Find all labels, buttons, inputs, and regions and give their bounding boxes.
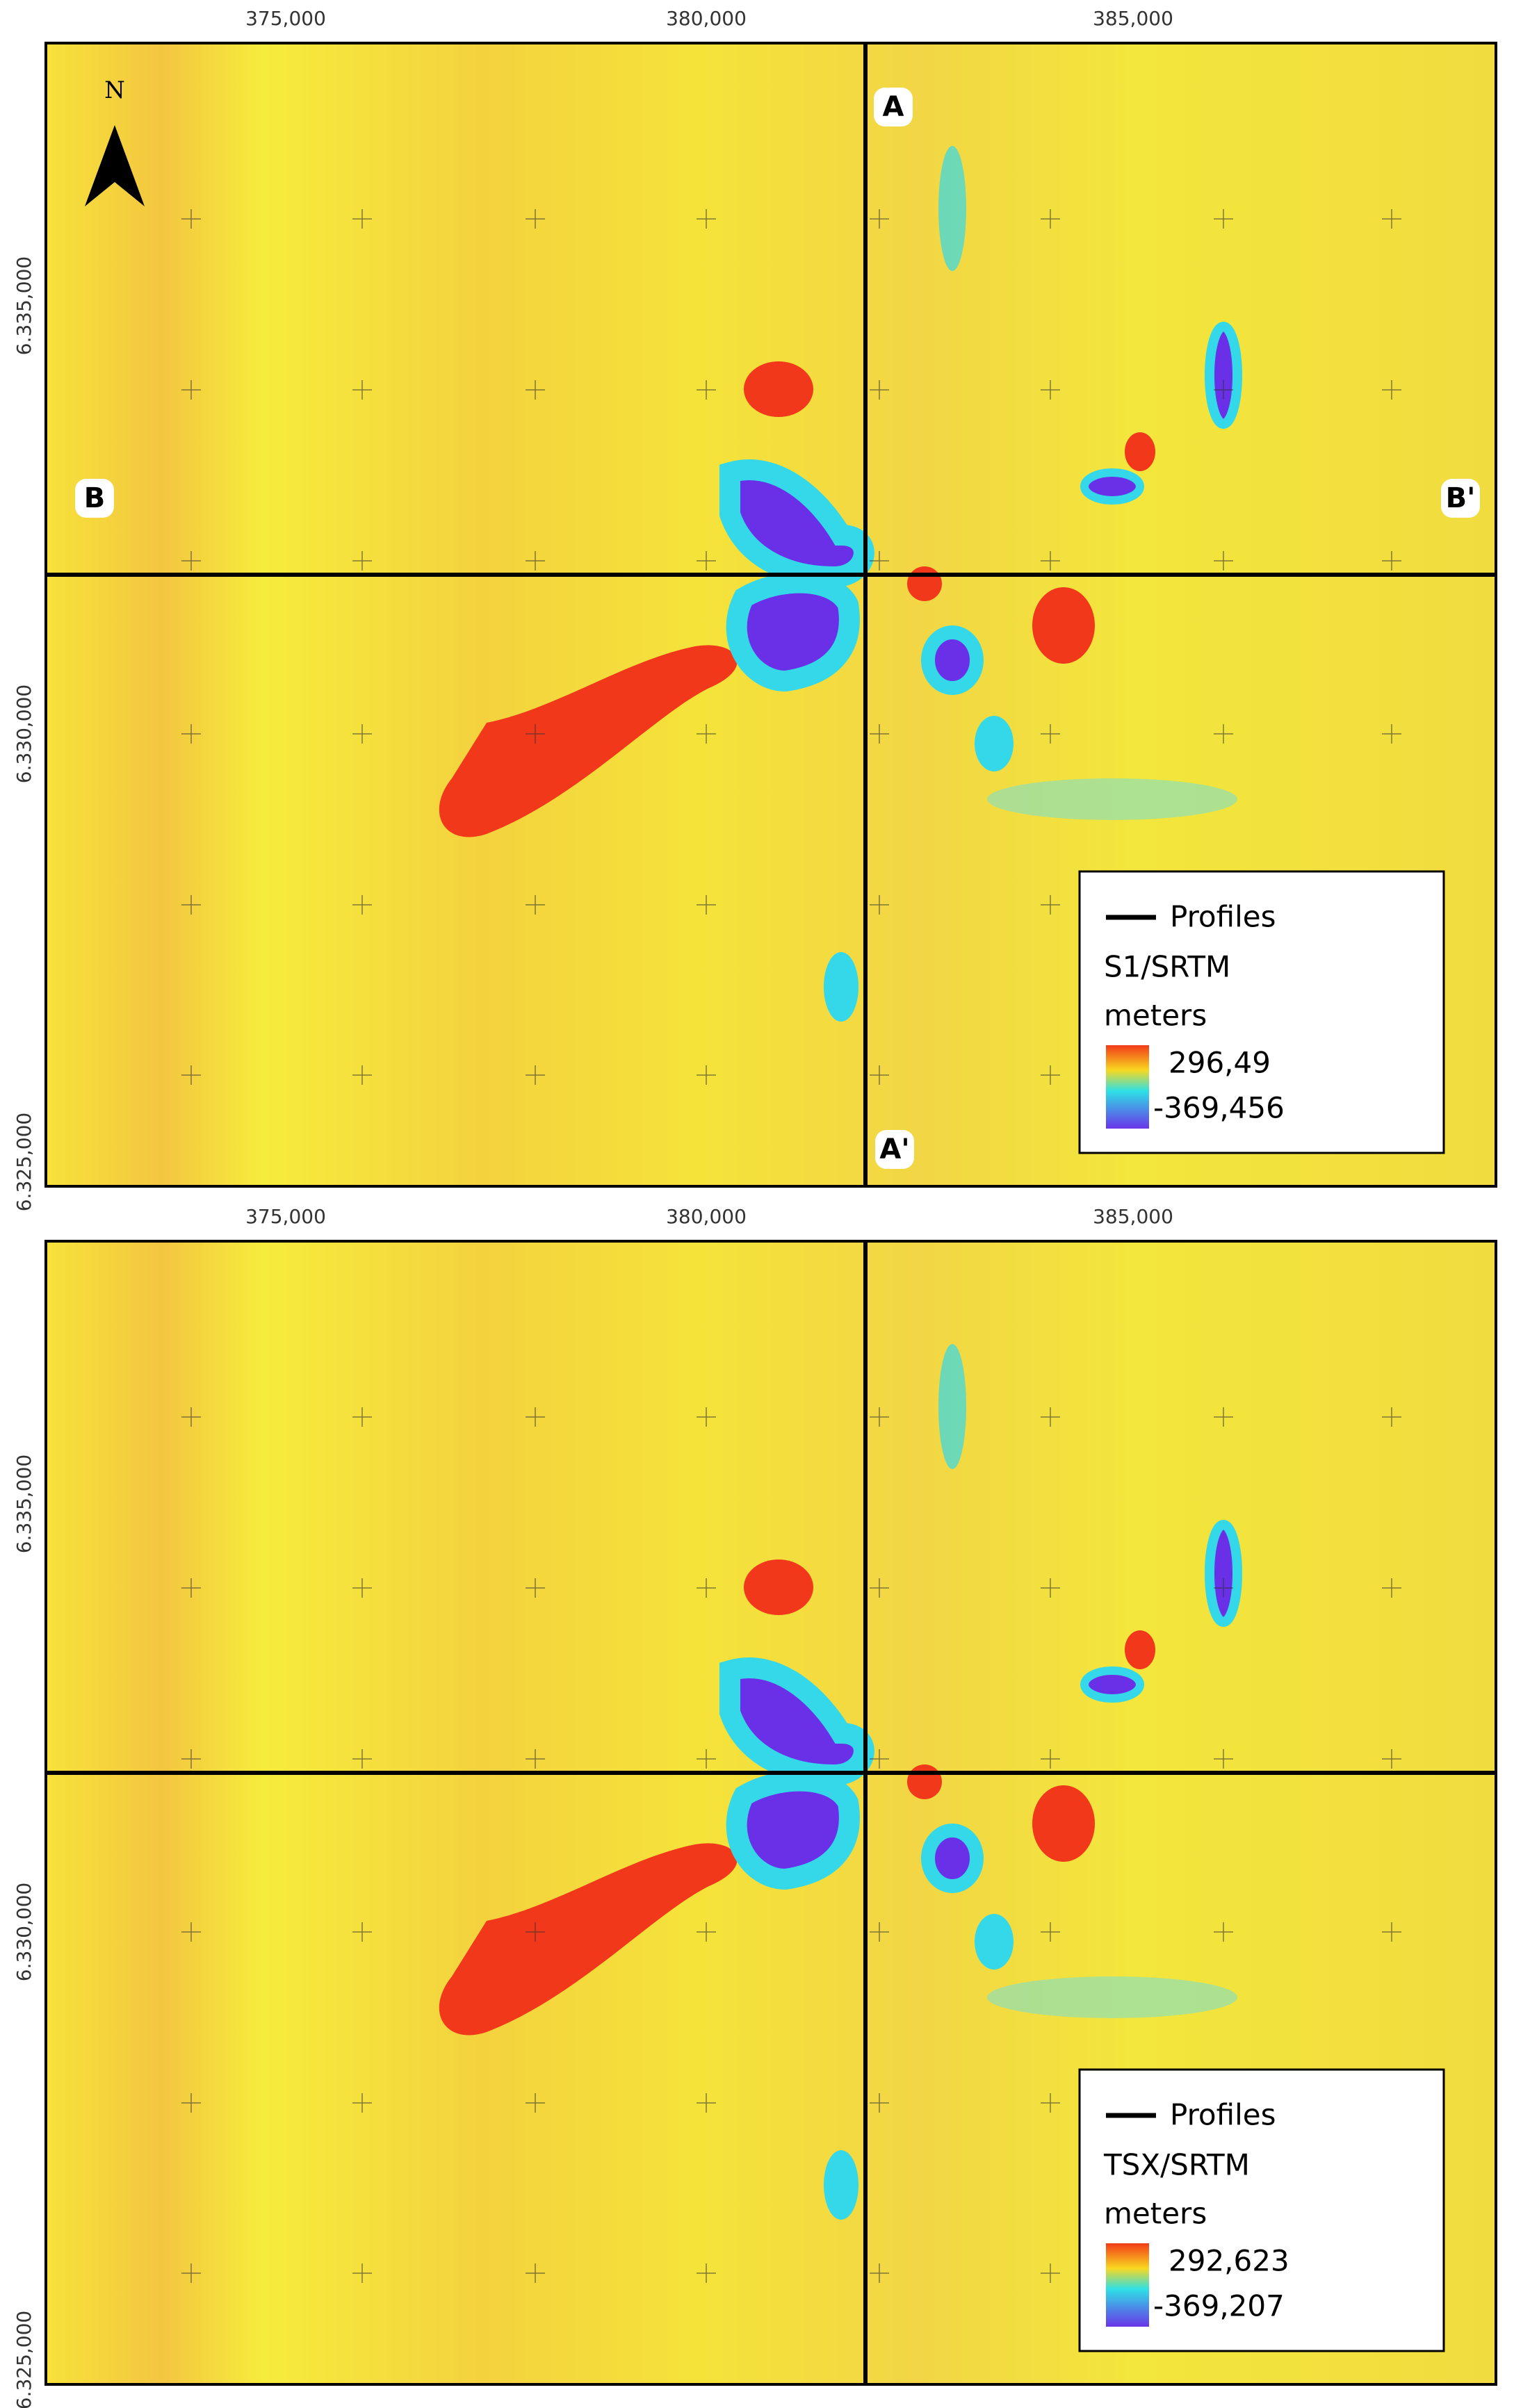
map-frame [44,42,1497,1188]
y-tick-label: 6.325,000 [13,2311,35,2408]
legend-max: 296,49 [1169,1046,1271,1080]
legend-line-label: Profiles [1170,2098,1276,2132]
x-tick-label: 385,000 [1093,1205,1173,1228]
legend-ramp [1106,2243,1149,2327]
x-tick-label: 375,000 [245,1205,326,1228]
label-halo [1441,479,1480,518]
legend-min: -369,456 [1153,1091,1285,1125]
legend-ramp [1106,1045,1149,1129]
y-tick-label: 6.335,000 [13,256,35,356]
profile-label: A' [879,1133,909,1165]
legend-layer: S1/SRTM [1104,950,1230,984]
legend-layer: TSX/SRTM [1103,2148,1250,2182]
legend-line-label: Profiles [1170,900,1276,934]
profile-label: A [883,91,904,123]
y-tick-label: 6.330,000 [13,685,35,784]
x-tick-label: 375,000 [245,7,326,30]
y-tick-label: 6.325,000 [13,1113,35,1212]
north-arrow [85,125,145,206]
map-panel: 375,000 380,000 385,000 6.335,000 6.330,000 6… [13,1205,1497,2408]
label-halo [75,479,114,518]
x-tick-label: 380,000 [666,7,747,30]
map-frame [44,1240,1497,2386]
legend-min: -369,207 [1153,2289,1285,2323]
y-tick-label: 6.335,000 [13,1455,35,1554]
profile-label: B' [1446,482,1476,514]
y-tick-label: 6.330,000 [13,1883,35,1982]
x-tick-label: 380,000 [666,1205,747,1228]
label-halo [875,1130,914,1169]
profile-label: B [84,482,106,514]
graticule [181,1407,1401,2283]
graticule [181,209,1401,1085]
north-label: N [104,76,125,104]
legend-unit: meters [1104,999,1207,1033]
legend-max: 292,623 [1169,2244,1289,2278]
x-tick-label: 385,000 [1093,7,1173,30]
label-halo [874,88,913,126]
map-panel: 375,000 380,000 385,000 6.335,000 6.330,000 6… [13,7,1497,1212]
legend-unit: meters [1104,2197,1207,2231]
